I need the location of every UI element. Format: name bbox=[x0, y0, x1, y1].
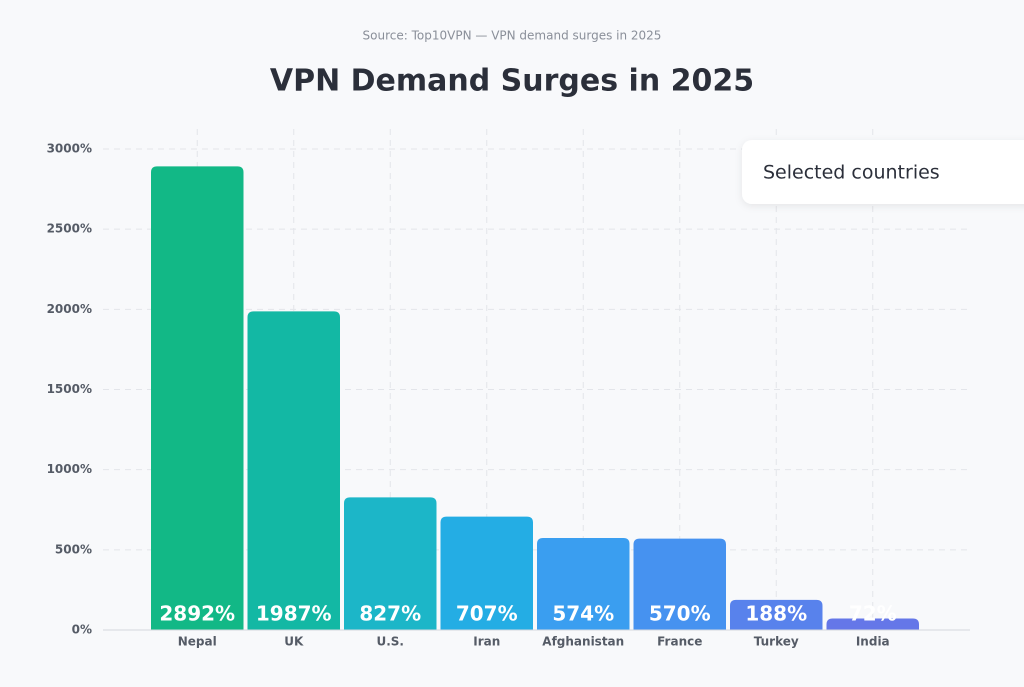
chart-title: VPN Demand Surges in 2025 bbox=[270, 64, 754, 99]
value-label: 570% bbox=[649, 602, 711, 626]
bar bbox=[730, 599, 823, 630]
y-tick-label: 0% bbox=[72, 623, 92, 637]
value-label: 827% bbox=[359, 602, 421, 626]
bar bbox=[151, 166, 244, 631]
value-label: 707% bbox=[456, 602, 518, 626]
x-tick-label: Iran bbox=[473, 635, 500, 649]
bar bbox=[344, 497, 437, 630]
legend-box bbox=[742, 140, 1024, 204]
x-tick-label: France bbox=[657, 635, 702, 649]
value-label: 1987% bbox=[256, 602, 332, 626]
bar bbox=[440, 516, 533, 630]
y-tick-label: 1500% bbox=[47, 382, 92, 396]
y-tick-label: 2000% bbox=[47, 302, 92, 316]
x-tick-label: Nepal bbox=[178, 635, 217, 649]
bar bbox=[633, 538, 726, 630]
y-tick-label: 1000% bbox=[47, 462, 92, 476]
x-tick-label: India bbox=[856, 635, 890, 649]
value-label: 72% bbox=[849, 602, 897, 626]
x-tick-label: U.S. bbox=[376, 635, 404, 649]
y-tick-label: 500% bbox=[55, 542, 92, 556]
bar bbox=[537, 537, 630, 630]
value-label: 188% bbox=[745, 602, 807, 626]
value-label: 574% bbox=[552, 602, 614, 626]
y-tick-label: 2500% bbox=[47, 222, 92, 236]
value-label: 2892% bbox=[159, 602, 235, 626]
y-tick-label: 3000% bbox=[47, 142, 92, 156]
x-tick-label: Afghanistan bbox=[542, 635, 624, 649]
x-tick-label: Turkey bbox=[754, 635, 799, 649]
x-tick-label: UK bbox=[284, 635, 304, 649]
plot-area: 0% 500% 1000% 1500% 2000% 2500% 3000% 2892% Nepa… bbox=[47, 129, 970, 649]
legend-label: Selected countries bbox=[763, 162, 940, 184]
bar bbox=[247, 311, 340, 630]
chart-source: Source: Top10VPN — VPN demand surges in … bbox=[363, 29, 662, 43]
bar bbox=[826, 618, 919, 630]
